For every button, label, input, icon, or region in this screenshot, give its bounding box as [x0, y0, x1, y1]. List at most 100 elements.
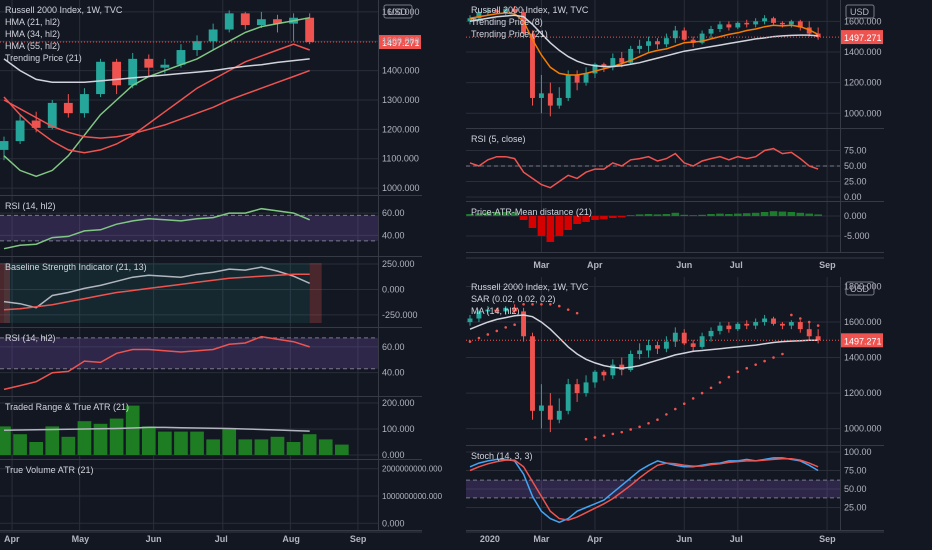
last-price-badge	[379, 35, 421, 50]
y-tick-label: 0.000	[382, 518, 405, 528]
candle	[144, 54, 154, 77]
legend-entry[interactable]: Trending Price (21)	[5, 53, 82, 63]
series-line-1	[3, 273, 310, 311]
legend-entry[interactable]: Trending Price (21)	[471, 29, 548, 39]
legend-entry[interactable]: HMA (21, hl2)	[5, 17, 60, 27]
histogram-bar	[537, 216, 546, 236]
currency-box[interactable]	[845, 4, 875, 19]
panel-background	[0, 0, 422, 195]
legend-entry[interactable]: True Volume ATR (21)	[5, 465, 94, 475]
sar-dot	[602, 434, 606, 437]
histogram-bar	[805, 213, 814, 216]
chart-panel-l2[interactable]: 60.00 40.00 RSI (14, hl2)	[0, 196, 422, 257]
legend-entry[interactable]: Baseline Strength Indicator (21, 13)	[5, 262, 147, 272]
sar-dot	[700, 391, 704, 395]
y-tick-label: 1000.000	[844, 108, 882, 118]
candle	[771, 16, 776, 25]
histogram-bar	[617, 216, 626, 218]
chart-panel-r5[interactable]: 100.00 75.00 50.00 25.00 Stoch (14, 3, 3)	[466, 446, 884, 531]
panel-background	[0, 328, 422, 396]
legend-entry[interactable]: HMA (55, hl2)	[5, 41, 60, 51]
candle	[681, 27, 687, 42]
y-tick-label: 1800.000	[844, 282, 882, 292]
candle	[788, 320, 794, 330]
histogram-bar	[760, 212, 769, 216]
time-axis-right-top[interactable]: Mar Apr Jun Jul Sep	[466, 257, 884, 270]
currency-label[interactable]: USD	[388, 7, 408, 17]
chart-panel-l1[interactable]: 1497.271 1600.000 1500.000 1400.000 1300.000…	[0, 0, 422, 196]
y-tick-label: 200.000	[382, 398, 415, 408]
legend-entry[interactable]: SAR (0.02, 0.02, 0.2)	[471, 294, 556, 304]
series-line-0	[3, 207, 310, 250]
legend-entry[interactable]: Russell 2000 Index, 1W, TVC	[5, 5, 123, 15]
candle	[208, 23, 218, 51]
histogram-bar	[519, 216, 528, 220]
chart-panel-l5[interactable]: 200.000 100.000 0.000 Traded Range & True A…	[0, 397, 422, 460]
legend-entry[interactable]: RSI (14, hl2)	[5, 201, 56, 211]
legend-entry[interactable]: Stoch (14, 3, 3)	[471, 451, 533, 461]
histogram-bar	[778, 211, 787, 216]
sar-dot	[790, 313, 793, 317]
histogram-bar	[29, 442, 44, 455]
time-axis-left[interactable]: Apr May Jun Jul Aug Sep	[0, 531, 422, 544]
currency-label[interactable]: USD	[850, 284, 870, 294]
candle	[224, 10, 234, 33]
sar-dot	[540, 303, 543, 306]
sar-dot	[763, 359, 766, 363]
currency-box[interactable]	[845, 281, 875, 296]
candle	[556, 398, 562, 424]
candle	[788, 19, 794, 28]
chart-panel-r3[interactable]: 0.000 -5.000 Price-ATR-Mean distance (21)	[466, 202, 884, 253]
series-line-0	[469, 12, 819, 76]
y-tick-label: 50.00	[844, 484, 867, 494]
histogram-bar	[707, 214, 715, 216]
sar-dot	[816, 324, 820, 327]
y-tick-label: 1400.000	[382, 66, 420, 76]
candle	[717, 322, 723, 335]
baseline-fill	[4, 263, 310, 323]
legend-entry[interactable]: Russell 2000 Index, 1W, TVC	[471, 282, 589, 292]
legend-entry[interactable]: Trending Price (8)	[471, 17, 543, 27]
chart-panel-r2[interactable]: 75.00 50.00 25.00 0.00 RSI (5, close)	[466, 129, 884, 202]
histogram-bar	[734, 213, 742, 216]
legend-entry[interactable]: Russell 2000 Index, 1W, TVC	[471, 5, 589, 15]
candle	[646, 36, 651, 52]
candle	[112, 58, 122, 95]
legend-entry[interactable]: Traded Range & True ATR (21)	[5, 402, 129, 412]
histogram-bar	[716, 213, 724, 216]
legend-entry[interactable]: Price-ATR-Mean distance (21)	[471, 207, 592, 217]
chart-panel-l6[interactable]: 2000000000.000 1000000000.000 0.000 True Vo…	[0, 460, 443, 531]
histogram-bar	[555, 216, 564, 236]
candle	[771, 316, 776, 326]
histogram-bar	[501, 212, 510, 216]
chart-panel-r1[interactable]: 1497.271 1600.000 1400.000 1200.000 1000.000…	[466, 0, 884, 129]
legend-entry[interactable]: RSI (5, close)	[471, 134, 526, 144]
chart-panel-l3[interactable]: 250.000 0.000 -250.000 Baseline Strength In…	[0, 257, 422, 328]
y-tick-label: 60.00	[382, 208, 405, 218]
sar-dot	[674, 407, 677, 411]
legend-entry[interactable]: HMA (34, hl2)	[5, 29, 60, 39]
sar-dot	[656, 418, 659, 421]
histogram-bar	[206, 439, 220, 455]
chart-panel-l4[interactable]: 60.00 40.00 RSI (14, hl2)	[0, 328, 422, 397]
chart-panel-r4[interactable]: 1497.271 1800.000 1600.000 1400.000 1200.000…	[466, 277, 884, 446]
histogram-bar	[725, 214, 733, 216]
candle	[699, 332, 705, 349]
candle	[699, 30, 705, 45]
time-axis-right[interactable]: 2020 Mar Apr Jun Jul Sep	[466, 531, 884, 544]
histogram-bar	[814, 214, 822, 216]
legend-entry[interactable]: MA (14, hl2)	[471, 306, 520, 316]
sar-dot	[513, 323, 516, 327]
last-price-label: 1497.271	[844, 336, 882, 346]
x-tick-label: Jun	[146, 534, 162, 544]
legend-entry[interactable]: RSI (14, hl2)	[5, 333, 56, 343]
y-tick-label: 1300.000	[382, 95, 420, 105]
histogram-bar	[635, 214, 644, 216]
candle	[240, 11, 250, 30]
sar-dot	[727, 375, 731, 379]
histogram-bar	[564, 216, 572, 230]
currency-label[interactable]: USD	[850, 7, 870, 17]
histogram-bar	[546, 216, 555, 242]
histogram-bar	[238, 439, 253, 455]
currency-box[interactable]	[383, 4, 413, 19]
